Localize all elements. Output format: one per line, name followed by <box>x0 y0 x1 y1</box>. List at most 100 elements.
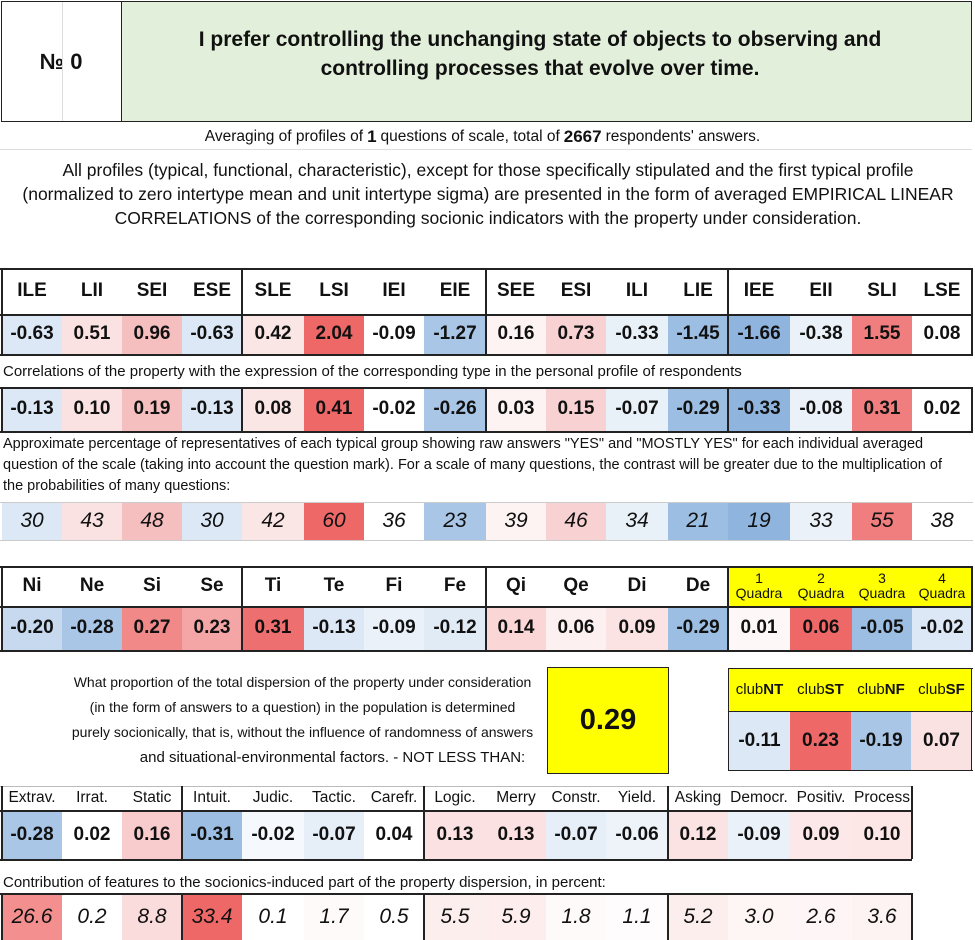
trait-contribution: 1.7 <box>304 893 364 940</box>
type-percent-value: 43 <box>62 502 122 540</box>
grid-line <box>971 566 973 650</box>
grid-line <box>728 711 973 712</box>
type-correlation-value: -0.08 <box>790 387 852 431</box>
function-value: 0.14 <box>486 606 546 650</box>
trait-label: Positiv. <box>796 789 846 806</box>
quadra-number: 1 <box>755 570 763 586</box>
trait-contribution: 8.8 <box>122 893 182 940</box>
type-correlation-value: 0.02 <box>912 387 972 431</box>
trait-value: -0.02 <box>242 810 304 859</box>
trait-value: -0.09 <box>728 810 790 859</box>
trait-label: Constr. <box>551 789 601 806</box>
grid-line <box>667 893 669 940</box>
trait-value: -0.06 <box>606 810 668 859</box>
type-normalized-value: 0.51 <box>62 314 122 354</box>
quadra-label: 2 Quadra <box>790 566 852 606</box>
correlation-caption: Correlations of the property with the ex… <box>3 363 742 380</box>
function-value: -0.13 <box>304 606 364 650</box>
grid-line <box>485 268 487 354</box>
quadra-number: 4 <box>938 570 946 586</box>
type-percent-value: 30 <box>182 502 242 540</box>
grid-line <box>0 893 912 895</box>
function-value: -0.28 <box>62 606 122 650</box>
type-correlation-value: 0.15 <box>546 387 606 431</box>
type-correlation-value: 0.19 <box>122 387 182 431</box>
function-value: -0.20 <box>2 606 62 650</box>
function-value: -0.09 <box>364 606 424 650</box>
grid-line <box>0 859 912 861</box>
club-prefix: club <box>735 681 764 698</box>
trait-value: -0.28 <box>2 810 62 859</box>
grid-line <box>728 668 729 770</box>
type-percent-value: 55 <box>852 502 912 540</box>
trait-contribution: 0.5 <box>364 893 424 940</box>
type-correlation-value: 0.10 <box>62 387 122 431</box>
type-percent-value: 33 <box>790 502 852 540</box>
club-value: 0.23 <box>790 711 851 770</box>
trait-contribution: 5.2 <box>668 893 728 940</box>
club-prefix: club <box>857 681 885 698</box>
type-label: ESI <box>560 280 592 301</box>
function-label: Qi <box>505 575 527 596</box>
trait-value: 0.09 <box>790 810 852 859</box>
trait-value: -0.31 <box>182 810 242 859</box>
type-label: SLE <box>254 280 292 301</box>
trait-contribution: 2.6 <box>790 893 852 940</box>
club-code: NT <box>763 681 784 698</box>
trait-value: 0.13 <box>486 810 546 859</box>
grid-line <box>1 387 3 431</box>
function-label: Ti <box>264 575 282 596</box>
type-correlation-value: -0.02 <box>364 387 424 431</box>
trait-label: Democr. <box>730 789 788 806</box>
quadra-value: -0.02 <box>912 606 972 650</box>
type-label: SEI <box>136 280 168 301</box>
grid-line <box>0 810 912 812</box>
type-correlation-value: -0.29 <box>668 387 728 431</box>
trait-value: -0.07 <box>546 810 606 859</box>
trait-label: Extrav. <box>8 789 56 806</box>
quadra-number: 2 <box>817 570 825 586</box>
grid-line <box>423 786 425 859</box>
trait-label: Merry <box>496 789 536 806</box>
trait-contribution: 0.2 <box>62 893 122 940</box>
grid-line <box>971 268 973 354</box>
type-label: SEE <box>496 280 536 301</box>
grid-line <box>241 268 243 354</box>
trait-label: Carefr. <box>370 789 418 806</box>
quadra-word: Quadra <box>735 585 783 601</box>
trait-contribution: 1.8 <box>546 893 606 940</box>
quadra-value: 0.06 <box>790 606 852 650</box>
quadra-word: Quadra <box>858 585 906 601</box>
type-percent-value: 46 <box>546 502 606 540</box>
question-text: I prefer controlling the unchanging stat… <box>198 28 882 80</box>
grid-line <box>241 387 243 431</box>
grid-line <box>0 650 973 652</box>
description-text: All profiles (typical, functional, chara… <box>22 160 954 228</box>
quadra-word: Quadra <box>918 585 966 601</box>
function-value: 0.06 <box>546 606 606 650</box>
function-value: -0.12 <box>424 606 486 650</box>
type-percent-value: 60 <box>304 502 364 540</box>
type-label: EII <box>809 280 833 301</box>
function-value: 0.27 <box>122 606 182 650</box>
club-code: ST <box>824 681 844 698</box>
quadra-value: 0.01 <box>728 606 790 650</box>
grid-line <box>181 786 183 859</box>
trait-contribution: 0.1 <box>242 893 304 940</box>
contribution-caption: Contribution of features to the socionic… <box>3 874 606 891</box>
grid-line <box>728 770 973 771</box>
type-label: LIE <box>683 280 713 301</box>
question-number: № 0 <box>39 48 83 74</box>
club-label: club NF <box>851 668 911 711</box>
grid-line <box>0 540 973 541</box>
quadra-label: 4 Quadra <box>912 566 972 606</box>
type-normalized-value: -0.63 <box>2 314 62 354</box>
type-label: ILE <box>17 280 47 301</box>
type-normalized-value: -0.63 <box>182 314 242 354</box>
type-normalized-value: 2.04 <box>304 314 364 354</box>
type-correlation-value: -0.13 <box>2 387 62 431</box>
type-correlation-value: -0.26 <box>424 387 486 431</box>
type-label: EIE <box>439 280 471 301</box>
type-normalized-value: 0.42 <box>242 314 304 354</box>
club-code: NF <box>884 681 905 698</box>
